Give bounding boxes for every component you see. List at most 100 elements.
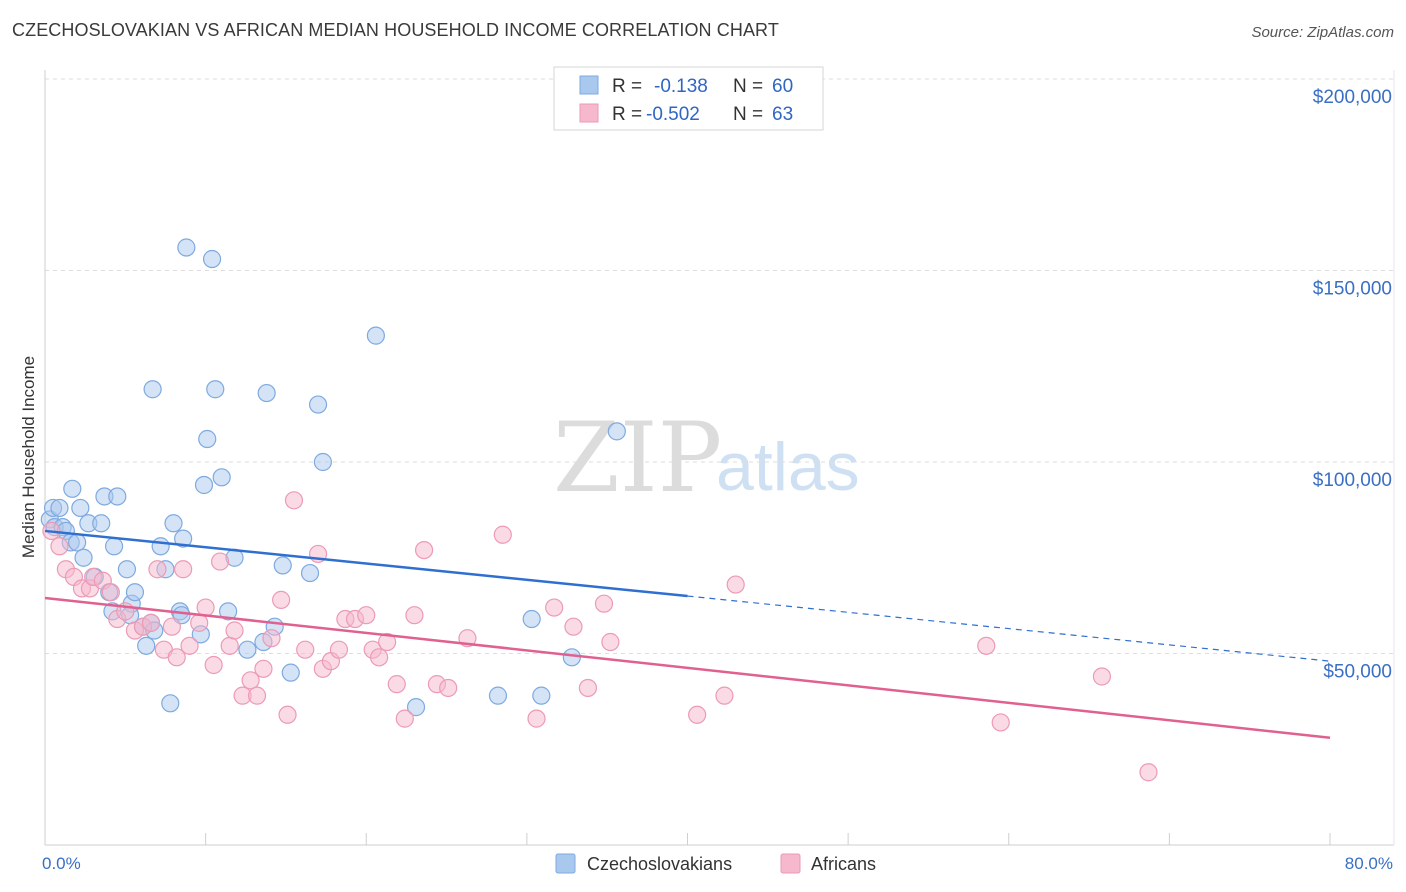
data-point — [1092, 667, 1112, 686]
data-point — [300, 563, 320, 583]
y-tick-label: $150,000 — [1313, 279, 1392, 300]
data-point — [63, 479, 82, 498]
data-point — [406, 698, 426, 717]
data-point — [202, 249, 222, 269]
data-point — [148, 560, 167, 579]
series-czechoslovakians — [40, 238, 626, 717]
data-point — [387, 675, 406, 694]
data-point — [162, 617, 181, 636]
legend-box — [553, 66, 824, 131]
watermark-zip: ZIP — [553, 402, 722, 514]
series-africans — [42, 491, 1158, 782]
legend-swatch-africans — [579, 103, 599, 123]
x-tick-label: 80.0% — [1345, 854, 1393, 873]
data-point — [329, 640, 349, 659]
data-point — [272, 590, 291, 609]
data-point — [726, 575, 745, 594]
legend-n-value: 63 — [772, 104, 793, 125]
data-point — [206, 380, 225, 399]
data-point — [545, 598, 564, 617]
data-point — [281, 663, 300, 682]
legend: R = -0.138 N = 60 R = -0.502 N = 63 — [553, 66, 824, 131]
data-point — [578, 678, 598, 698]
data-point — [405, 606, 424, 625]
trendline-czechoslovakians-extension — [687, 595, 1331, 662]
tick-labels: $50,000 $100,000 $150,000 $200,000 0.0% 80.0% — [42, 87, 1393, 873]
data-point — [108, 487, 127, 506]
data-point — [564, 617, 583, 636]
y-tick-label: $50,000 — [1323, 662, 1392, 683]
legend-n-label: N = — [733, 76, 763, 97]
data-point — [522, 609, 541, 629]
data-point — [225, 621, 244, 640]
data-point — [715, 686, 734, 705]
data-point — [601, 632, 620, 652]
data-point — [164, 514, 183, 533]
data-point — [688, 705, 707, 724]
bottom-legend-swatch-czechoslovakians — [555, 853, 576, 874]
data-point — [220, 636, 239, 655]
data-point — [101, 583, 120, 602]
data-point — [532, 686, 551, 705]
data-point — [212, 468, 231, 487]
y-tick-label: $100,000 — [1313, 470, 1392, 491]
chart-title: CZECHOSLOVAKIAN VS AFRICAN MEDIAN HOUSEH… — [12, 20, 779, 40]
data-point — [357, 606, 376, 625]
trendlines — [44, 529, 1331, 740]
source-label: Source: ZipAtlas.com — [1251, 24, 1394, 41]
data-point — [50, 537, 69, 556]
data-point — [562, 648, 581, 667]
data-point — [991, 713, 1010, 732]
bottom-legend-czechoslovakians: Czechoslovakians — [587, 854, 732, 874]
data-point — [1139, 763, 1158, 782]
data-point — [278, 705, 297, 724]
data-point — [262, 629, 281, 648]
y-axis-label: Median Household Income — [19, 356, 38, 558]
data-point — [284, 491, 304, 510]
data-point — [137, 636, 156, 655]
data-point — [198, 429, 217, 449]
trendline-czechoslovakians — [44, 529, 688, 598]
data-point — [241, 671, 260, 690]
data-point — [414, 540, 434, 560]
data-point — [196, 598, 215, 617]
data-point — [493, 525, 512, 544]
data-point — [167, 648, 186, 667]
data-point — [143, 380, 162, 399]
data-point — [141, 613, 161, 632]
data-point — [210, 552, 230, 571]
watermark-atlas: atlas — [716, 429, 860, 505]
data-point — [92, 514, 111, 533]
legend-n-label: N = — [733, 104, 763, 125]
data-point — [50, 498, 69, 518]
data-point — [313, 452, 332, 472]
data-point — [104, 537, 124, 556]
data-point — [117, 560, 137, 579]
data-point — [395, 709, 414, 728]
data-point — [177, 238, 196, 257]
trendline-africans — [44, 596, 1331, 740]
axes — [44, 70, 1395, 846]
data-point — [151, 537, 170, 556]
data-point — [254, 659, 273, 678]
data-point — [439, 678, 458, 698]
data-point — [238, 640, 257, 659]
data-point — [247, 686, 267, 705]
legend-r-label: R = — [612, 104, 642, 125]
bottom-legend-africans: Africans — [811, 854, 876, 874]
data-point — [296, 640, 315, 659]
legend-r-value: -0.502 — [646, 104, 700, 125]
data-point — [174, 529, 193, 548]
data-point — [219, 602, 238, 621]
data-point — [378, 632, 397, 652]
legend-swatch-czechoslovakians — [579, 75, 599, 95]
data-point — [594, 594, 614, 613]
legend-n-value: 60 — [772, 76, 793, 97]
data-point — [71, 498, 90, 518]
data-point — [125, 583, 145, 602]
data-point — [366, 326, 385, 345]
data-point — [977, 636, 996, 655]
bottom-legend: Czechoslovakians Africans — [555, 853, 876, 874]
data-point — [273, 556, 292, 575]
